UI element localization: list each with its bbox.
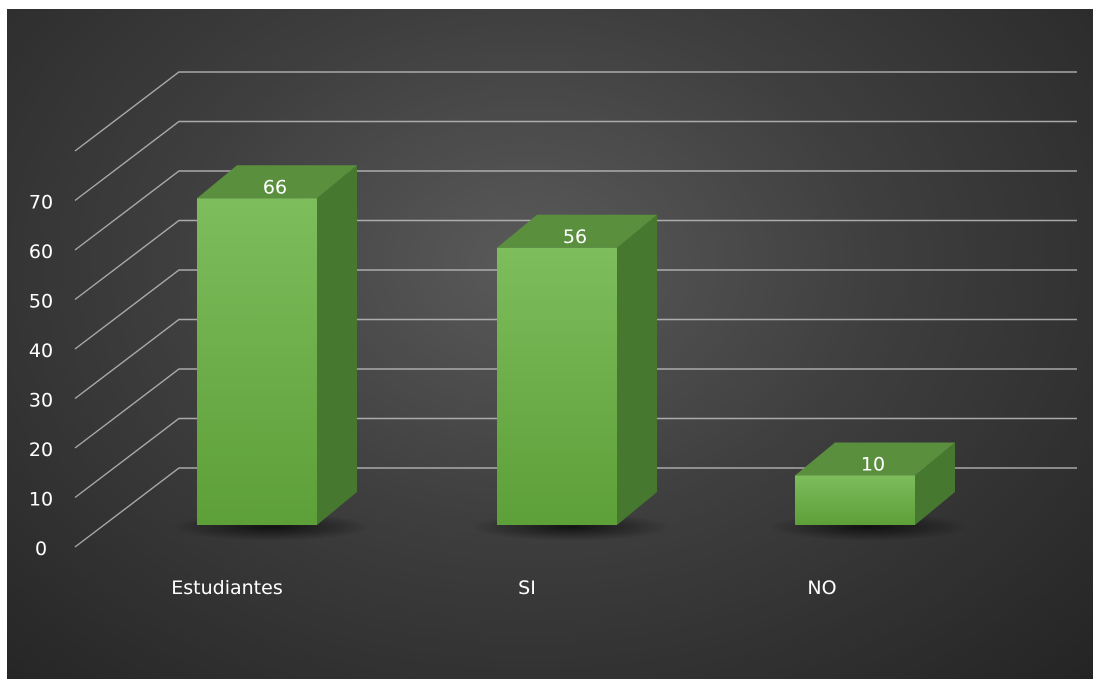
- bars: 66 56 10: [171, 165, 969, 541]
- gridline: [74, 368, 1077, 449]
- bar-chart-svg: 0 10 20 30 40 50 60 70 66 56 10 Estudiantes SI NO: [29, 71, 1077, 599]
- bar-side-face: [915, 442, 955, 525]
- y-tick-label: 70: [29, 192, 53, 214]
- x-axis-categories: Estudiantes SI NO: [171, 577, 836, 599]
- y-tick-label: 60: [29, 241, 53, 263]
- bar-estudiantes: 66: [171, 165, 371, 541]
- gridline: [74, 417, 1077, 499]
- gridlines: [74, 71, 1077, 548]
- category-label: Estudiantes: [171, 577, 282, 599]
- gridline: [74, 318, 1077, 400]
- y-axis-ticks: 0 10 20 30 40 50 60 70: [29, 192, 53, 561]
- gridline: [74, 170, 1077, 251]
- bar-side-face: [317, 165, 357, 526]
- y-tick-label: 40: [29, 340, 53, 362]
- y-tick-label: 0: [35, 538, 47, 560]
- gridline: [74, 467, 1077, 548]
- gridline: [74, 71, 1077, 152]
- bar-top-face: [795, 442, 955, 476]
- bar-front-face: [497, 247, 617, 526]
- y-tick-label: 50: [29, 291, 53, 313]
- y-tick-label: 10: [29, 489, 53, 511]
- chart-area: 0 10 20 30 40 50 60 70 66 56 10 Estudiantes SI NO: [7, 9, 1093, 679]
- bar-no: 10: [769, 442, 969, 541]
- data-label: 66: [263, 176, 287, 198]
- gridline: [74, 219, 1077, 301]
- category-label: SI: [518, 577, 536, 599]
- data-label: 56: [563, 226, 587, 248]
- data-label: 10: [861, 454, 885, 476]
- bar-front-face: [795, 475, 915, 525]
- bar-side-face: [617, 214, 657, 526]
- gridline: [74, 269, 1077, 350]
- bar-top-face: [197, 165, 357, 199]
- y-tick-label: 20: [29, 439, 53, 461]
- y-tick-label: 30: [29, 390, 53, 412]
- bar-front-face: [197, 198, 317, 526]
- bar-si: 56: [471, 214, 671, 541]
- gridline: [74, 120, 1077, 202]
- category-label: NO: [807, 577, 836, 599]
- bar-top-face: [497, 214, 657, 248]
